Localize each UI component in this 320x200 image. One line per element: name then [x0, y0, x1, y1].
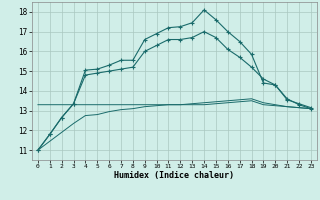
- X-axis label: Humidex (Indice chaleur): Humidex (Indice chaleur): [115, 171, 234, 180]
